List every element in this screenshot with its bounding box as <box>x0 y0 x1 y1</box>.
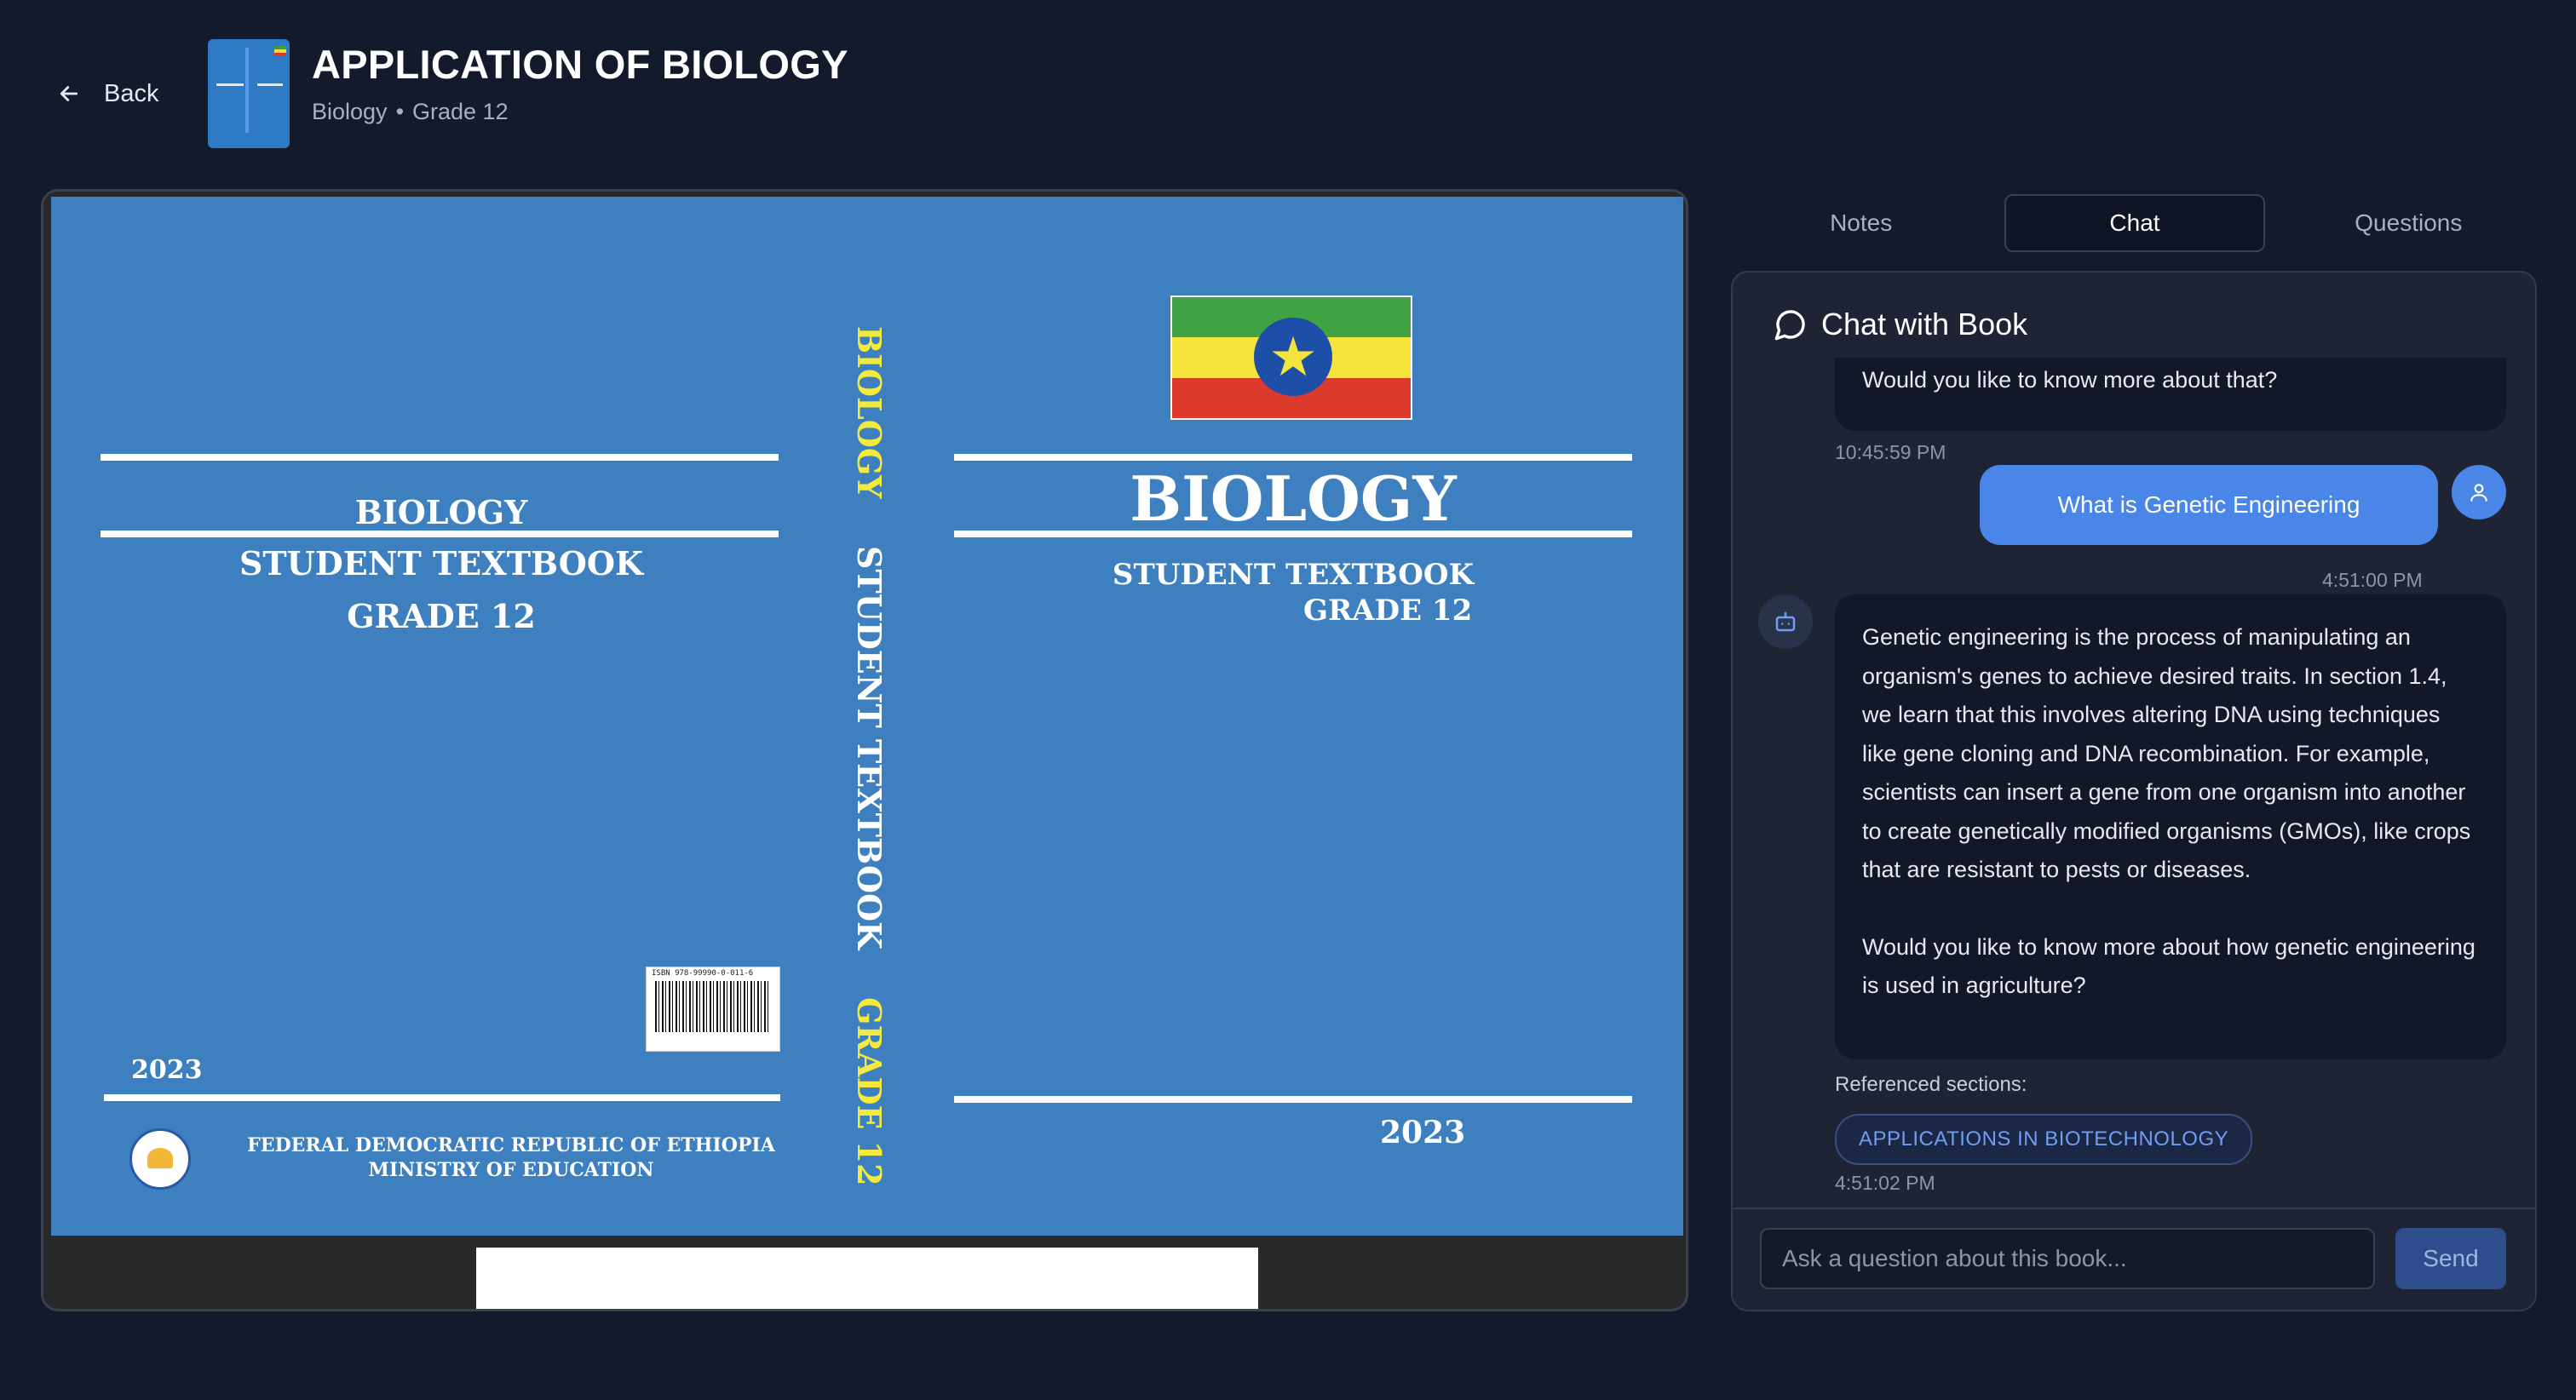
back-cover-grade: GRADE 12 <box>347 597 536 635</box>
referenced-section-chip[interactable]: APPLICATIONS IN BIOTECHNOLOGY <box>1835 1114 2253 1165</box>
chat-title: Chat with Book <box>1821 307 2028 341</box>
tab-chat[interactable]: Chat <box>2004 194 2265 252</box>
send-button[interactable]: Send <box>2395 1228 2506 1289</box>
front-cover-title: BIOLOGY <box>1130 462 1457 535</box>
back-cover-subtitle: STUDENT TEXTBOOK <box>239 544 644 582</box>
spine-subtitle: STUDENT TEXTBOOK <box>850 546 888 950</box>
back-label: Back <box>104 79 159 107</box>
chat-bubble-icon <box>1774 310 1805 341</box>
user-message: What is Genetic Engineering <box>1980 465 2438 545</box>
user-message-text: What is Genetic Engineering <box>2057 491 2360 518</box>
ethiopia-flag-icon: ★ <box>1170 295 1412 420</box>
divider <box>1733 1208 2535 1209</box>
bot-message: Genetic engineering is the process of ma… <box>1835 594 2506 1059</box>
publisher-line-2: MINISTRY OF EDUCATION <box>368 1159 654 1181</box>
chat-panel: Chat with Book Would you like to know mo… <box>1731 271 2537 1311</box>
referenced-sections-label: Referenced sections: <box>1835 1073 2027 1096</box>
tab-notes[interactable]: Notes <box>1830 209 1893 236</box>
ministry-seal <box>129 1128 191 1190</box>
message-timestamp: 4:51:02 PM <box>1835 1172 1935 1194</box>
bot-avatar-icon <box>1758 594 1813 649</box>
book-meta: Biology • Grade 12 <box>312 99 509 125</box>
chat-header: Chat with Book <box>1774 307 2027 342</box>
arrow-left-icon <box>60 86 78 101</box>
book-viewer[interactable]: BIOLOGY STUDENT TEXTBOOK GRADE 12 ISBN 9… <box>41 189 1688 1311</box>
chat-input[interactable] <box>1760 1228 2375 1289</box>
book-thumbnail <box>208 39 290 148</box>
front-cover-year: 2023 <box>1380 1115 1466 1150</box>
message-timestamp: 4:51:00 PM <box>2322 569 2423 591</box>
spine-grade: GRADE 12 <box>850 997 888 1187</box>
back-button[interactable]: Back <box>56 75 158 112</box>
subject-label: Biology <box>312 99 388 124</box>
bot-message-paragraph-2: Would you like to know more about how ge… <box>1862 933 2475 999</box>
grade-label: Grade 12 <box>412 99 509 124</box>
message-timestamp: 10:45:59 PM <box>1835 441 1946 463</box>
page-title: APPLICATION OF BIOLOGY <box>312 42 848 87</box>
user-avatar-icon <box>2452 465 2506 519</box>
publisher: FEDERAL DEMOCRATIC REPUBLIC OF ETHIOPIA … <box>221 1133 801 1183</box>
front-cover-subtitle: STUDENT TEXTBOOK <box>1112 558 1475 592</box>
back-cover-title: BIOLOGY <box>354 493 528 531</box>
bot-message-paragraph-1: Genetic engineering is the process of ma… <box>1862 624 2471 882</box>
spine-title: BIOLOGY <box>850 326 888 499</box>
meta-separator: • <box>395 99 405 124</box>
page-strip <box>476 1248 1258 1309</box>
bot-message-text: Would you like to know more about that? <box>1862 367 2278 393</box>
isbn-barcode: ISBN 978-99990-0-011-6 <box>646 967 780 1052</box>
back-cover-year: 2023 <box>131 1055 203 1085</box>
side-tabs: Notes Chat Questions <box>1733 191 2537 255</box>
message-list[interactable]: Would you like to know more about that? … <box>1733 358 2535 1201</box>
tab-questions[interactable]: Questions <box>2355 209 2463 236</box>
front-cover-grade: GRADE 12 <box>1303 594 1473 628</box>
isbn-text: ISBN 978-99990-0-011-6 <box>652 969 754 978</box>
publisher-line-1: FEDERAL DEMOCRATIC REPUBLIC OF ETHIOPIA <box>247 1134 775 1156</box>
bot-message: Would you like to know more about that? <box>1835 358 2506 431</box>
book-spine: BIOLOGY STUDENT TEXTBOOK GRADE 12 <box>850 326 888 1186</box>
book-cover: BIOLOGY STUDENT TEXTBOOK GRADE 12 ISBN 9… <box>51 197 1683 1236</box>
